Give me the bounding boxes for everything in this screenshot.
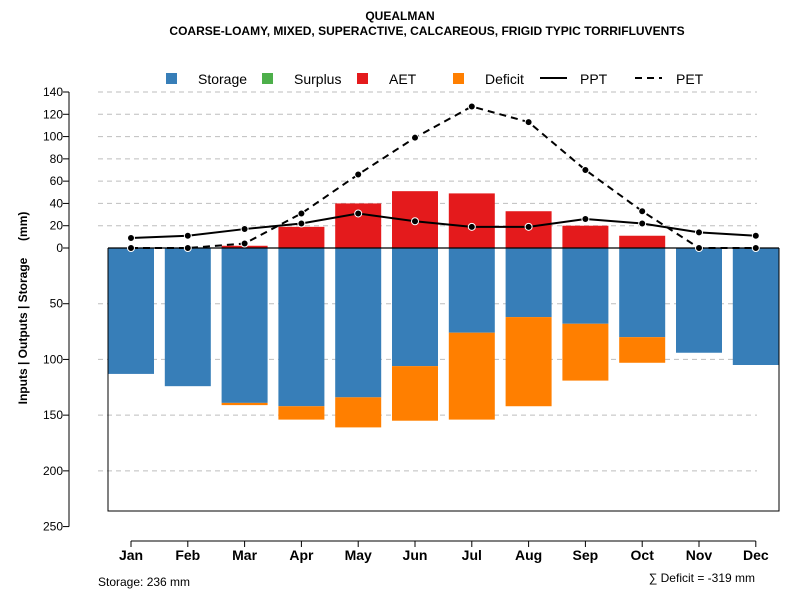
y-tick-label: 120 — [43, 107, 63, 121]
pet-point — [411, 133, 419, 142]
legend-aet-swatch — [357, 73, 368, 84]
storage-bar — [164, 248, 211, 387]
storage-bar — [676, 248, 722, 353]
y-tick-label: 80 — [50, 152, 64, 166]
legend-surplus-swatch — [262, 73, 273, 84]
y-tick-label: 250 — [43, 520, 63, 534]
ppt-point — [467, 222, 476, 231]
x-tick-label: Aug — [515, 547, 542, 563]
legend-deficit-label: Deficit — [485, 71, 524, 87]
x-tick-label: May — [345, 547, 372, 563]
deficit-sum-note: ∑ Deficit = -319 mm — [649, 571, 755, 585]
deficit-bar — [619, 337, 666, 363]
ppt-point — [354, 209, 363, 218]
pet-point — [638, 207, 647, 216]
series-lines — [127, 102, 760, 252]
storage-bar — [562, 248, 609, 324]
legend: Storage Surplus AET Deficit PPT PET — [166, 71, 704, 87]
ppt-point — [581, 215, 590, 224]
ppt-point — [183, 231, 192, 240]
deficit-bar — [221, 402, 268, 406]
y-tick-label: 150 — [43, 408, 63, 422]
y-tick-label: 40 — [50, 196, 64, 210]
y-tick-label: 50 — [50, 297, 64, 311]
aet-bar — [619, 235, 666, 248]
pet-line — [131, 105, 756, 249]
storage-bar — [392, 248, 438, 367]
legend-surplus-label: Surplus — [294, 71, 341, 87]
storage-bar — [335, 248, 382, 398]
aet-bar — [562, 225, 609, 248]
storage-capacity-box — [107, 248, 780, 512]
legend-ppt-label: PPT — [580, 71, 608, 87]
y-tick-label: 60 — [50, 174, 64, 188]
y-tick-label: 0 — [56, 241, 63, 255]
y-tick-label: 100 — [43, 130, 63, 144]
y-tick-label: 140 — [43, 85, 63, 99]
storage-bar — [108, 248, 154, 374]
pet-point — [581, 166, 590, 174]
pet-point — [524, 118, 533, 127]
pet-point — [695, 244, 703, 252]
pet-point — [467, 102, 476, 111]
legend-aet-label: AET — [389, 71, 417, 87]
storage-bar — [619, 248, 666, 338]
deficit-bar — [505, 317, 552, 407]
legend-storage-label: Storage — [198, 71, 247, 87]
pet-point — [127, 244, 135, 252]
pet-point — [183, 244, 192, 252]
x-tick-label: Jul — [462, 547, 482, 563]
ppt-point — [638, 219, 647, 228]
legend-deficit-swatch — [453, 73, 464, 84]
ppt-line — [130, 212, 756, 239]
x-tick-label: Oct — [631, 547, 655, 563]
y-tick-label: 200 — [43, 464, 63, 478]
x-tick-label: Mar — [232, 547, 257, 563]
deficit-bar — [278, 406, 325, 420]
pet-point — [297, 209, 306, 218]
bars — [107, 191, 780, 512]
legend-storage-swatch — [166, 73, 177, 84]
ppt-point — [695, 228, 703, 237]
ppt-point — [524, 222, 533, 231]
chart-title: QUEALMAN — [365, 9, 434, 23]
ppt-point — [297, 219, 306, 228]
x-tick-label: Jan — [119, 547, 143, 563]
pet-point — [354, 170, 363, 179]
y-tick-label: 100 — [43, 352, 63, 366]
deficit-bar — [448, 332, 495, 420]
ppt-point — [411, 217, 419, 226]
storage-bar — [732, 248, 779, 365]
x-tick-label: Dec — [743, 547, 769, 563]
chart-subtitle: COARSE-LOAMY, MIXED, SUPERACTIVE, CALCAR… — [169, 24, 684, 38]
y-axis-label: Inputs | Outputs | Storage (mm) — [16, 212, 30, 405]
x-tick-label: Sep — [573, 547, 599, 563]
pet-point — [240, 239, 249, 248]
storage-bar — [448, 248, 495, 333]
x-tick-label: Apr — [289, 547, 314, 563]
ppt-point — [127, 233, 135, 242]
storage-note: Storage: 236 mm — [98, 575, 190, 589]
ppt-point — [240, 225, 249, 234]
gridlines — [98, 91, 757, 472]
x-tick-label: Jun — [403, 547, 428, 563]
aet-bar — [278, 226, 325, 248]
ppt-point — [751, 231, 760, 240]
deficit-bar — [335, 397, 382, 428]
aet-bar — [448, 193, 495, 248]
y-tick-label: 20 — [50, 219, 64, 233]
x-tick-label: Nov — [686, 547, 713, 563]
storage-bar — [221, 248, 268, 403]
deficit-bar — [562, 323, 609, 381]
pet-point — [751, 244, 760, 252]
x-axis: Jan Feb Mar Apr May Jun Jul Aug Sep Oct Nov Dec — [119, 540, 769, 563]
legend-pet-label: PET — [676, 71, 704, 87]
deficit-bar — [392, 366, 438, 421]
storage-bar — [278, 248, 325, 407]
storage-bar — [505, 248, 552, 318]
x-tick-label: Feb — [175, 547, 200, 563]
